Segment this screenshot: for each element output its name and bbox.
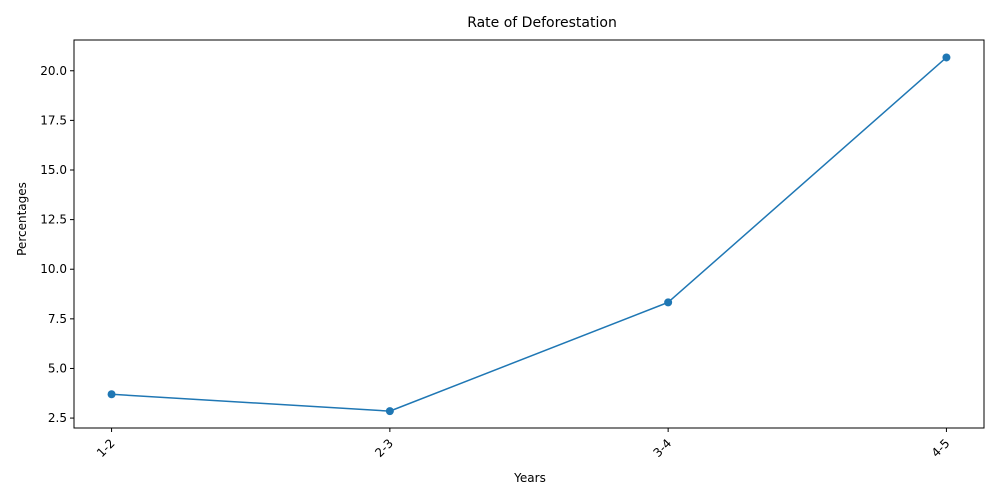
y-tick-label: 7.5 <box>48 312 67 326</box>
y-tick-label: 12.5 <box>40 213 67 227</box>
data-point <box>107 390 116 399</box>
chart-title: Rate of Deforestation <box>467 15 617 31</box>
x-axis-label: Years <box>513 471 546 485</box>
y-tick-label: 15.0 <box>40 163 67 177</box>
data-point <box>385 407 394 416</box>
data-point <box>942 53 951 62</box>
plot-frame <box>73 39 985 429</box>
y-tick-label: 10.0 <box>40 262 67 276</box>
y-tick-label: 17.5 <box>40 113 67 127</box>
y-tick-label: 2.5 <box>48 411 67 425</box>
data-point <box>664 298 673 307</box>
y-tick-label: 5.0 <box>48 361 67 375</box>
series-line <box>110 56 948 412</box>
y-tick-label: 20.0 <box>40 64 67 78</box>
y-axis-label: Percentages <box>15 182 29 256</box>
